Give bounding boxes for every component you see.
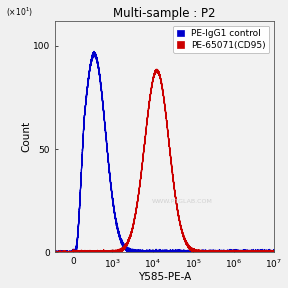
Text: $(\times10^1)$: $(\times10^1)$ <box>6 5 34 19</box>
Title: Multi-sample : P2: Multi-sample : P2 <box>113 7 215 20</box>
Text: WWW.PTGLAB.COM: WWW.PTGLAB.COM <box>151 199 212 204</box>
X-axis label: Y585-PE-A: Y585-PE-A <box>138 272 191 283</box>
Legend: PE-IgG1 control, PE-65071(CD95): PE-IgG1 control, PE-65071(CD95) <box>173 26 269 53</box>
Y-axis label: Count: Count <box>21 121 31 152</box>
